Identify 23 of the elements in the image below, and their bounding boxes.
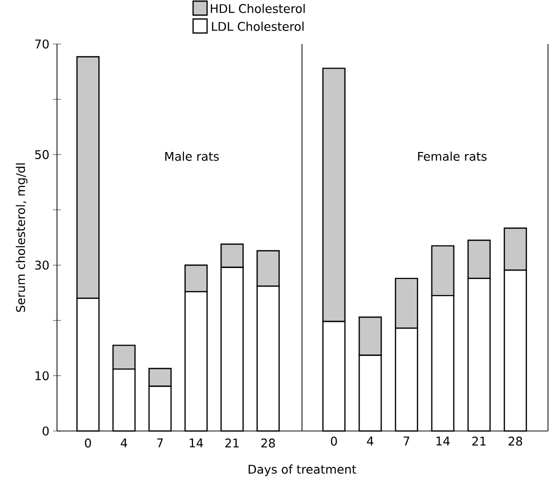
x-tick-label: 4 (366, 436, 374, 446)
legend-label: LDL Cholesterol (212, 22, 304, 31)
y-axis-title: Serum cholesterol, mg/dl (16, 163, 28, 312)
x-tick-label: 21 (225, 438, 239, 448)
y-tick-label: 30 (35, 260, 49, 270)
x-tick-label: 0 (330, 436, 337, 446)
text: Female rats (418, 152, 487, 161)
x-tick-label: 7 (157, 438, 163, 448)
x-tick-label: 28 (508, 436, 522, 446)
y-tick-label: 70 (35, 39, 49, 49)
y-tick-label: 10 (36, 371, 49, 380)
x-tick-label: 0 (84, 438, 91, 448)
y-tick-label: 0 (42, 426, 49, 436)
x-tick-label: 4 (120, 438, 128, 448)
x-tick-label: 14 (190, 438, 204, 448)
legend-label: HDL Cholesterol (210, 4, 305, 14)
x-tick-label: 7 (404, 436, 410, 446)
x-tick-label: 14 (436, 436, 450, 446)
x-tick-label: 21 (472, 436, 486, 446)
x-tick-label: 28 (261, 438, 275, 448)
y-tick-label: 50 (35, 150, 49, 160)
text: Male rats (165, 152, 219, 161)
x-axis-title: Days of treatment (248, 464, 356, 476)
